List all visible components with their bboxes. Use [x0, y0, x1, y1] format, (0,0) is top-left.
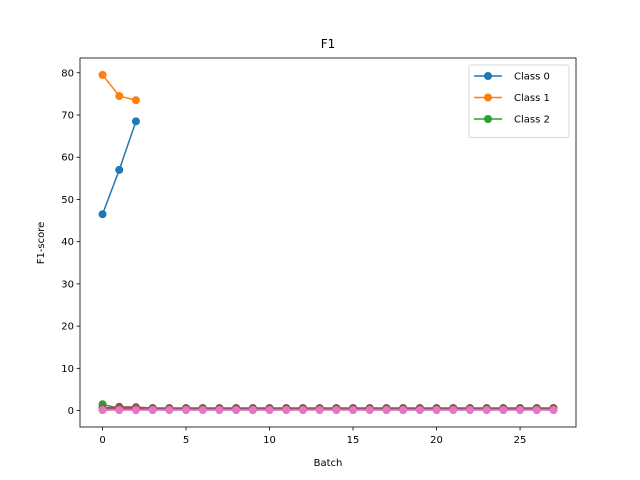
data-point	[382, 406, 391, 415]
x-tick-label: 10	[263, 435, 276, 446]
plot-frame	[79, 57, 577, 428]
data-point	[465, 406, 474, 415]
data-point	[248, 406, 257, 415]
data-point	[532, 406, 541, 415]
data-point	[499, 406, 508, 415]
data-point	[282, 406, 291, 415]
series-line	[102, 405, 554, 409]
x-tick-label: 15	[347, 435, 360, 446]
data-point	[131, 406, 140, 415]
data-point	[399, 406, 408, 415]
series-1	[98, 70, 140, 105]
legend-label: Class 0	[514, 72, 550, 83]
data-point	[115, 91, 124, 100]
legend-marker	[484, 72, 492, 80]
legend-marker	[484, 115, 492, 123]
legend-label: Class 2	[514, 115, 550, 126]
data-point	[432, 406, 441, 415]
data-point	[365, 406, 374, 415]
y-axis-title: F1-score	[36, 222, 47, 265]
data-point	[265, 406, 274, 415]
x-tick-label: 20	[430, 435, 443, 446]
data-point	[549, 406, 558, 415]
y-tick-label: 20	[61, 322, 74, 333]
x-tick-label: 25	[514, 435, 527, 446]
y-tick-label: 10	[61, 364, 74, 375]
data-point	[332, 406, 341, 415]
y-tick-label: 0	[68, 406, 74, 417]
x-axis-ticks: 0 5 10 15 20 25	[99, 427, 526, 446]
data-point	[131, 117, 140, 126]
series-6	[98, 406, 558, 415]
data-point	[115, 406, 124, 415]
data-point	[482, 406, 491, 415]
x-axis-title: Batch	[314, 458, 343, 469]
data-point	[415, 406, 424, 415]
data-point	[98, 70, 107, 79]
data-point	[148, 406, 157, 415]
plot-marks	[98, 70, 558, 415]
y-tick-label: 60	[61, 153, 74, 164]
data-point	[98, 406, 107, 415]
legend-marker	[484, 93, 492, 102]
y-tick-label: 80	[61, 68, 74, 79]
data-point	[98, 210, 107, 219]
data-point	[349, 406, 358, 415]
x-tick-label: 0	[99, 435, 105, 446]
y-tick-label: 50	[61, 195, 74, 206]
y-tick-label: 70	[61, 110, 74, 121]
y-axis-ticks: 0 10 20 30 40 50 60 70 80	[61, 68, 80, 417]
chart-title: F1	[321, 37, 336, 51]
x-tick-label: 5	[183, 435, 189, 446]
y-tick-label: 40	[61, 237, 74, 248]
data-point	[516, 406, 525, 415]
data-point	[232, 406, 241, 415]
series-0	[98, 117, 140, 219]
data-point	[165, 406, 174, 415]
data-point	[182, 406, 191, 415]
data-point	[298, 406, 307, 415]
data-point	[215, 406, 224, 415]
data-point	[198, 406, 207, 415]
data-point	[115, 165, 124, 174]
data-point	[131, 96, 140, 105]
legend-label: Class 1	[514, 93, 550, 104]
data-point	[315, 406, 324, 415]
data-point	[449, 406, 458, 415]
y-tick-label: 30	[61, 279, 74, 290]
legend: Class 0 Class 1 Class 2	[468, 64, 570, 138]
